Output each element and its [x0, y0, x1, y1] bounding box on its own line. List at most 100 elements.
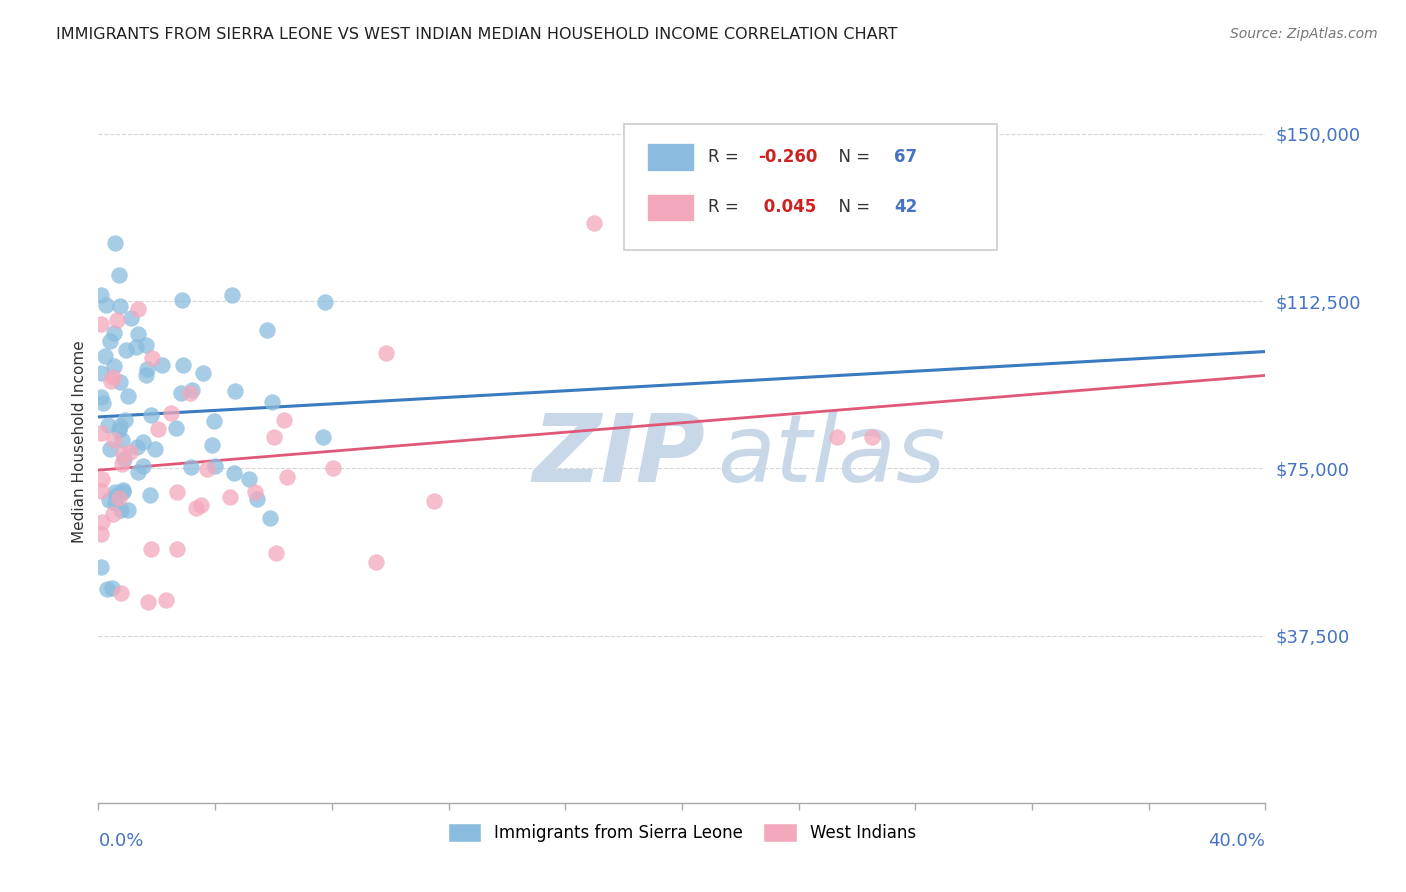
- Legend: Immigrants from Sierra Leone, West Indians: Immigrants from Sierra Leone, West India…: [441, 816, 922, 848]
- Point: [107, 491, 129, 505]
- Point: [262, 394, 284, 409]
- Point: [246, 491, 269, 506]
- Point: [273, 413, 295, 427]
- Point: [322, 461, 344, 475]
- Text: N =: N =: [828, 148, 875, 166]
- Point: [184, 500, 207, 515]
- Text: IMMIGRANTS FROM SIERRA LEONE VS WEST INDIAN MEDIAN HOUSEHOLD INCOME CORRELATION : IMMIGRANTS FROM SIERRA LEONE VS WEST IND…: [56, 27, 898, 42]
- Point: [145, 442, 167, 457]
- Point: [224, 384, 246, 398]
- Point: [105, 313, 128, 327]
- Point: [107, 423, 129, 437]
- Point: [117, 503, 139, 517]
- FancyBboxPatch shape: [647, 143, 693, 170]
- Point: [166, 541, 188, 556]
- Point: [138, 488, 160, 502]
- Point: [127, 466, 149, 480]
- Point: [264, 546, 287, 560]
- Point: [111, 433, 134, 447]
- Point: [132, 435, 155, 450]
- Point: [90, 527, 112, 541]
- Point: [90, 560, 112, 574]
- Point: [108, 299, 131, 313]
- Point: [105, 488, 128, 502]
- Point: [141, 351, 163, 366]
- Point: [195, 462, 218, 476]
- Point: [860, 430, 883, 444]
- Point: [98, 334, 121, 349]
- Point: [238, 472, 260, 486]
- Point: [263, 430, 285, 444]
- Text: N =: N =: [828, 198, 875, 217]
- Point: [148, 422, 170, 436]
- Text: 42: 42: [894, 198, 918, 217]
- Point: [181, 383, 204, 397]
- Point: [120, 310, 142, 325]
- Point: [204, 458, 226, 473]
- Point: [108, 268, 131, 283]
- Point: [127, 327, 149, 342]
- Point: [201, 438, 224, 452]
- Point: [364, 555, 387, 569]
- Point: [256, 323, 278, 337]
- Point: [190, 498, 212, 512]
- Point: [312, 429, 335, 443]
- FancyBboxPatch shape: [624, 124, 997, 250]
- Point: [139, 542, 162, 557]
- Text: R =: R =: [707, 198, 744, 217]
- Point: [132, 459, 155, 474]
- Text: Source: ZipAtlas.com: Source: ZipAtlas.com: [1230, 27, 1378, 41]
- Point: [103, 434, 125, 448]
- Point: [111, 457, 134, 471]
- Point: [135, 338, 157, 352]
- Point: [96, 582, 118, 596]
- Text: -0.260: -0.260: [758, 148, 817, 166]
- FancyBboxPatch shape: [647, 194, 693, 221]
- Point: [150, 358, 173, 372]
- Point: [218, 491, 240, 505]
- Point: [100, 582, 122, 596]
- Point: [115, 343, 138, 357]
- Point: [90, 426, 112, 441]
- Point: [170, 386, 193, 401]
- Point: [243, 485, 266, 500]
- Text: R =: R =: [707, 148, 744, 166]
- Point: [114, 413, 136, 427]
- Point: [180, 460, 202, 475]
- Point: [101, 507, 124, 521]
- Point: [98, 492, 121, 507]
- Point: [202, 414, 225, 428]
- Point: [120, 445, 142, 459]
- Point: [179, 385, 201, 400]
- Point: [583, 216, 606, 230]
- Point: [259, 511, 281, 525]
- Point: [172, 293, 194, 308]
- Text: 0.0%: 0.0%: [98, 831, 143, 850]
- Point: [103, 359, 125, 374]
- Point: [224, 466, 246, 480]
- Point: [104, 484, 127, 499]
- Point: [135, 368, 157, 382]
- Point: [90, 484, 112, 499]
- Point: [91, 472, 114, 486]
- Point: [90, 366, 112, 380]
- Point: [104, 236, 127, 251]
- Point: [825, 430, 848, 444]
- Point: [159, 406, 181, 420]
- Point: [166, 485, 188, 500]
- Text: ZIP: ZIP: [533, 410, 706, 502]
- Point: [90, 516, 112, 530]
- Point: [112, 451, 135, 466]
- Point: [127, 440, 149, 454]
- Point: [193, 366, 215, 380]
- Point: [93, 396, 115, 410]
- Point: [98, 442, 121, 457]
- Point: [165, 421, 187, 435]
- Point: [136, 595, 159, 609]
- Point: [127, 302, 149, 317]
- Point: [97, 418, 120, 433]
- Point: [117, 389, 139, 403]
- Point: [103, 326, 125, 340]
- Text: 40.0%: 40.0%: [1209, 831, 1265, 850]
- Point: [90, 390, 112, 404]
